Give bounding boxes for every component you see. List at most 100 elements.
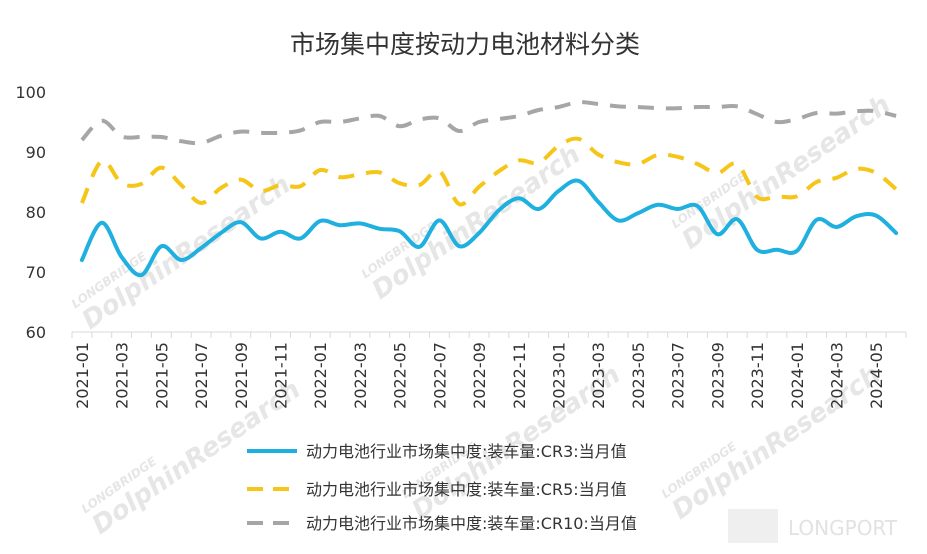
data-point (120, 255, 124, 259)
data-point (815, 218, 819, 222)
data-point (497, 208, 501, 212)
data-point (835, 176, 839, 180)
data-point (656, 203, 660, 207)
data-point (795, 117, 799, 121)
data-point (636, 105, 640, 109)
series-line-1 (79, 178, 899, 278)
data-point (735, 162, 739, 166)
data-point (815, 111, 819, 115)
data-point (656, 106, 660, 110)
corner-logo: LONGPORT (728, 509, 898, 543)
data-point (696, 162, 700, 166)
data-point (239, 220, 243, 224)
data-point (656, 153, 660, 157)
data-point (378, 114, 382, 118)
legend-item: 动力电池行业市场集中度:装车量:CR10:当月值 (247, 514, 637, 533)
data-point (676, 207, 680, 211)
data-point (596, 152, 600, 156)
data-point (477, 185, 481, 189)
x-tick-label: 2023-11 (748, 342, 767, 409)
data-point (537, 108, 541, 112)
data-point (239, 130, 243, 134)
data-point (497, 169, 501, 173)
data-point (616, 218, 620, 222)
data-point (159, 135, 163, 139)
corner-logo-text: LONGPORT (788, 516, 898, 540)
data-point (298, 184, 302, 188)
data-point (676, 106, 680, 110)
data-point (576, 137, 580, 141)
data-point (854, 167, 858, 171)
x-tick-label: 2023-03 (589, 342, 608, 409)
data-point (120, 181, 124, 185)
data-point (477, 120, 481, 124)
data-point (378, 227, 382, 231)
data-point (199, 141, 203, 145)
data-point (537, 207, 541, 211)
data-point (199, 246, 203, 250)
data-point (557, 105, 561, 109)
data-point (696, 204, 700, 208)
data-point (80, 258, 84, 262)
data-point (279, 183, 283, 187)
data-point (854, 214, 858, 218)
data-point (676, 155, 680, 159)
x-tick-label: 2022-11 (510, 342, 529, 409)
x-tick-label: 2024-05 (867, 342, 886, 409)
x-tick-label: 2022-03 (351, 342, 370, 409)
data-point (219, 231, 223, 235)
data-point (140, 273, 144, 277)
data-point (418, 183, 422, 187)
data-point (616, 160, 620, 164)
data-point (795, 194, 799, 198)
x-tick-label: 2024-01 (788, 342, 807, 409)
data-point (259, 236, 263, 240)
x-tick-label: 2021-07 (192, 342, 211, 409)
data-point (259, 189, 263, 193)
data-point (457, 129, 461, 133)
data-point (755, 112, 759, 116)
legend: 动力电池行业市场集中度:装车量:CR3:当月值动力电池行业市场集中度:装车量:C… (247, 442, 637, 533)
watermark-brand-main: DolphinResearch (77, 170, 296, 336)
x-tick-label: 2023-01 (550, 342, 569, 409)
x-tick-label: 2023-05 (629, 342, 648, 409)
data-point (219, 186, 223, 190)
x-tick-label: 2022-09 (470, 342, 489, 409)
data-point (378, 170, 382, 174)
data-point (179, 183, 183, 187)
data-point (557, 189, 561, 193)
data-point (576, 179, 580, 183)
data-point (179, 258, 183, 262)
data-point (596, 102, 600, 106)
data-point (239, 178, 243, 182)
data-point (318, 168, 322, 172)
data-point (497, 117, 501, 121)
data-point (795, 249, 799, 253)
data-point (477, 231, 481, 235)
data-point (517, 114, 521, 118)
y-tick-label: 100 (15, 83, 46, 102)
legend-label: 动力电池行业市场集中度:装车量:CR3:当月值 (306, 442, 627, 461)
data-point (755, 195, 759, 199)
data-point (636, 162, 640, 166)
data-point (835, 225, 839, 229)
data-point (418, 245, 422, 249)
corner-logo-mark (728, 509, 778, 543)
data-point (517, 158, 521, 162)
data-point (874, 109, 878, 113)
data-point (696, 105, 700, 109)
x-tick-label: 2021-05 (152, 342, 171, 409)
data-point (715, 232, 719, 236)
series-points-3 (80, 100, 898, 145)
data-point (159, 244, 163, 248)
data-point (100, 159, 104, 163)
data-point (418, 118, 422, 122)
x-tick-label: 2021-11 (272, 342, 291, 409)
data-point (775, 120, 779, 124)
data-point (140, 182, 144, 186)
data-point (318, 120, 322, 124)
data-point (874, 171, 878, 175)
